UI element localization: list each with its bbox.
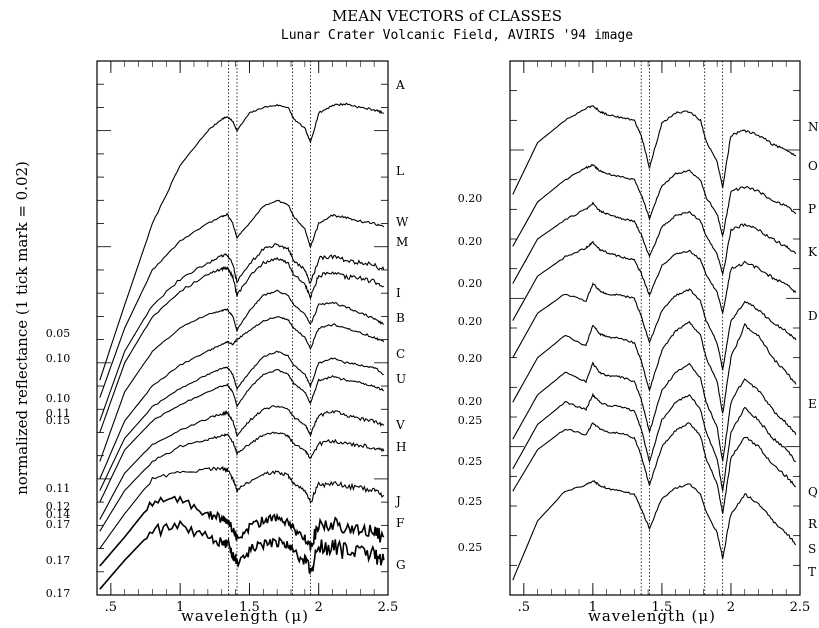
offset-label: 0.25 (458, 495, 483, 508)
x-tick-label: 2.5 (790, 600, 811, 615)
chart-subtitle: Lunar Crater Volcanic Field, AVIRIS '94 … (281, 28, 633, 43)
series-label-G: G (396, 558, 406, 572)
series-label-F: F (396, 516, 404, 530)
x-tick-label: 2 (727, 600, 735, 615)
spectrum-K (512, 240, 797, 321)
spectrum-I (99, 289, 385, 462)
spectrum-C (99, 350, 384, 491)
spectrum-F (99, 495, 385, 567)
spectrum-L (99, 199, 385, 398)
offset-label: 0.25 (458, 455, 483, 468)
spectrum-S (512, 422, 796, 514)
series-label-N: N (808, 120, 819, 134)
offset-label: 0.10 (46, 392, 71, 405)
offset-label: 0.20 (458, 192, 483, 205)
x-tick-label: 1.5 (239, 600, 260, 615)
x-tick-label: 2.5 (378, 600, 399, 615)
y-ticks (510, 60, 800, 596)
spectrum-H (99, 431, 385, 532)
offset-label: 0.11 (46, 482, 71, 495)
series-label-M: M (396, 235, 408, 249)
series-label-H: H (396, 440, 406, 454)
left-panel: .5 1 1.5 2 2.5ALWMIBCUVHJFG0.050.100.100.110… (46, 60, 409, 615)
offset-label: 0.20 (458, 277, 483, 290)
series-label-T: T (808, 565, 816, 579)
plot-frame (96, 60, 389, 596)
spectrum-O (512, 164, 797, 247)
series-label-L: L (396, 164, 404, 178)
spectrum-R (512, 392, 796, 492)
series-label-P: P (808, 202, 816, 216)
series-label-O: O (808, 159, 818, 173)
series-label-V: V (395, 418, 405, 432)
x-tick-label: .5 (105, 600, 117, 615)
spectrum-U (99, 368, 384, 503)
right-x-axis-label: wavelength (μ) (588, 607, 716, 625)
offset-label: 0.12 (46, 500, 71, 513)
offset-label: 0.17 (46, 518, 71, 531)
series-label-K: K (808, 245, 818, 259)
series-label-J: J (394, 494, 401, 508)
offset-label: 0.25 (458, 541, 483, 554)
offset-label: 0.20 (458, 315, 483, 328)
spectrum-W (99, 242, 385, 422)
offset-label: 0.20 (458, 395, 483, 408)
spectrum-B (99, 316, 385, 480)
offset-label: 0.25 (458, 414, 483, 427)
spectrum-J (99, 465, 385, 549)
series-label-S: S (808, 542, 816, 556)
spectrum-T (512, 479, 797, 581)
x-tick-label: 1.5 (652, 600, 673, 615)
offset-label: 0.17 (46, 554, 71, 567)
spectrum-V (99, 405, 385, 520)
offset-label: 0.14 (46, 508, 71, 521)
spectrum-A (99, 102, 384, 381)
series-label-D: D (808, 309, 818, 323)
offset-label: 0.17 (46, 587, 71, 600)
left-x-axis-label: wavelength (μ) (181, 607, 309, 625)
spectrum-E (512, 321, 797, 414)
offset-label: 0.15 (46, 414, 71, 427)
series-label-W: W (396, 215, 409, 229)
offset-label: 0.20 (458, 235, 483, 248)
offset-label: 0.11 (46, 407, 71, 420)
spectrum-N (512, 105, 797, 195)
spectrum-M (99, 256, 385, 433)
x-tick-label: 1 (589, 600, 597, 615)
series-label-R: R (808, 517, 818, 531)
series-label-Q: Q (808, 485, 818, 499)
series-label-A: A (395, 78, 405, 92)
spectrum-G (99, 519, 385, 590)
spectrum-Q (512, 361, 797, 462)
y-ticks (97, 60, 388, 596)
series-label-C: C (396, 347, 405, 361)
x-tick-label: 1 (176, 600, 184, 615)
x-tick-label: 2 (315, 600, 323, 615)
x-tick-label: .5 (518, 600, 530, 615)
offset-label: 0.20 (458, 352, 483, 365)
series-label-I: I (396, 286, 401, 300)
spectrum-P (512, 201, 797, 284)
series-label-B: B (396, 311, 405, 325)
series-label-E: E (808, 397, 817, 411)
right-panel: .5 1 1.5 2 2.5 N O P K D E Q RST 0.20 0.20 0.20 0.20 0.20… (458, 60, 819, 615)
offset-label: 0.10 (46, 352, 71, 365)
y-axis-label: normalized reflectance (1 tick mark = 0.… (13, 161, 31, 495)
series-label-U: U (396, 372, 406, 386)
spectrum-D (512, 282, 797, 371)
offset-label: 0.05 (46, 327, 71, 340)
chart-title: MEAN VECTORS of CLASSES (332, 7, 562, 25)
